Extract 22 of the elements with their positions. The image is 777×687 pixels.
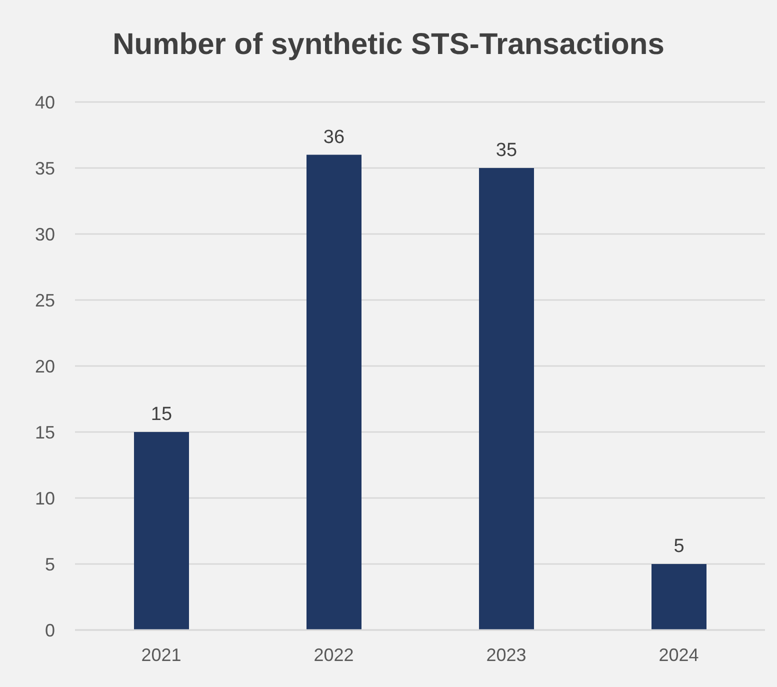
x-tick-label: 2022 (314, 644, 354, 665)
y-tick-label: 35 (34, 158, 55, 178)
chart-title: Number of synthetic STS-Transactions (112, 28, 666, 62)
data-label: 15 (150, 404, 172, 425)
y-tick-label: 5 (44, 554, 55, 574)
y-tick-label: 15 (34, 422, 55, 442)
y-tick-label: 0 (44, 620, 55, 640)
y-tick-label: 10 (34, 488, 55, 508)
x-tick-label: 2021 (141, 644, 182, 665)
y-tick-label: 25 (34, 290, 55, 310)
x-tick-label: 2023 (486, 644, 526, 665)
data-label: 5 (674, 536, 684, 557)
bar (134, 432, 189, 630)
x-tick-label: 2024 (658, 644, 699, 665)
bar (306, 154, 362, 630)
y-tick-label: 40 (34, 92, 55, 112)
y-tick-label: 30 (34, 224, 55, 244)
data-label: 35 (496, 140, 518, 161)
bar (479, 168, 534, 630)
y-tick-label: 20 (34, 356, 55, 376)
data-label: 36 (323, 126, 345, 148)
bar (652, 564, 706, 630)
